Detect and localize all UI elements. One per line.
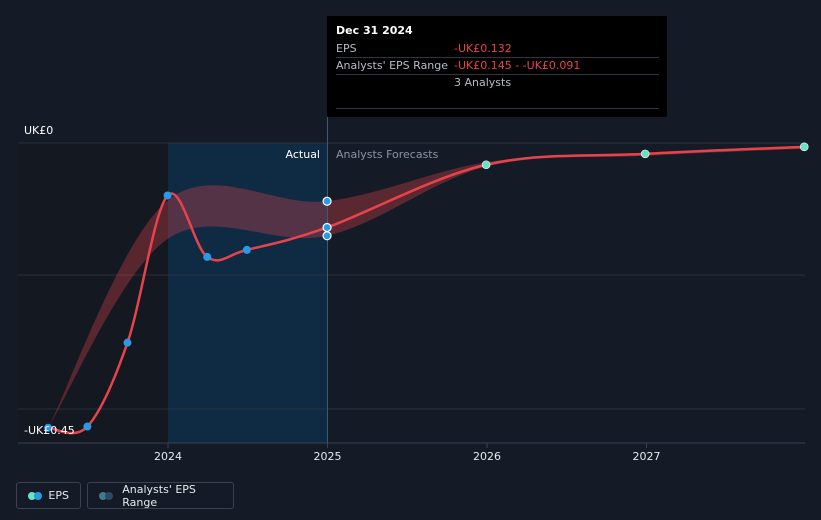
tooltip-range-row: Analysts' EPS Range -UK£0.145 - -UK£0.09… <box>336 59 656 72</box>
eps-data-point <box>242 245 251 254</box>
x-tick-label: 2026 <box>473 450 501 463</box>
range-legend-icon <box>99 491 113 500</box>
actual-region-label: Actual <box>286 148 320 161</box>
tooltip-analysts-count: 3 Analysts <box>454 76 512 89</box>
eps-data-point <box>481 160 491 170</box>
legend-range-label: Analysts' EPS Range <box>122 482 196 509</box>
tooltip-divider <box>336 57 659 58</box>
legend-eps-label: EPS <box>48 489 69 502</box>
eps-legend-icon <box>28 491 42 500</box>
eps-data-point <box>163 191 172 200</box>
tooltip-eps-row: EPS -UK£0.132 <box>336 42 656 55</box>
eps-data-point <box>123 338 132 347</box>
eps-data-point <box>203 252 212 261</box>
range-bound-point <box>322 196 332 206</box>
actual-period-highlight <box>168 143 328 443</box>
legend-eps-button[interactable]: EPS <box>16 482 81 509</box>
eps-data-point <box>44 423 53 432</box>
x-tick-label: 2025 <box>314 450 342 463</box>
tooltip-eps-value: -UK£0.132 <box>454 42 512 55</box>
tooltip-date: Dec 31 2024 <box>336 24 413 37</box>
range-bound-point <box>322 222 332 233</box>
tooltip: Dec 31 2024 EPS -UK£0.132 Analysts' EPS … <box>327 16 667 117</box>
tooltip-range-label: Analysts' EPS Range <box>336 59 449 72</box>
tooltip-eps-label: EPS <box>336 42 357 55</box>
forecast-region-label: Analysts Forecasts <box>336 148 439 161</box>
analysts-eps-range-area <box>48 145 805 428</box>
eps-data-point <box>83 422 92 431</box>
tooltip-range-value: -UK£0.145 - -UK£0.091 <box>454 59 581 72</box>
x-tick-label: 2027 <box>633 450 661 463</box>
range-bound-point <box>322 231 332 241</box>
tooltip-divider <box>336 108 659 109</box>
eps-data-point <box>640 149 650 159</box>
eps-data-point <box>799 142 809 152</box>
y-axis-top-label: UK£0 <box>24 124 53 137</box>
pre-actual-shade <box>18 143 168 443</box>
tooltip-divider <box>336 74 659 75</box>
x-tick-label: 2024 <box>154 450 182 463</box>
y-axis-bottom-label: -UK£0.45 <box>24 424 75 437</box>
legend-range-button[interactable]: Analysts' EPS Range <box>87 482 234 509</box>
